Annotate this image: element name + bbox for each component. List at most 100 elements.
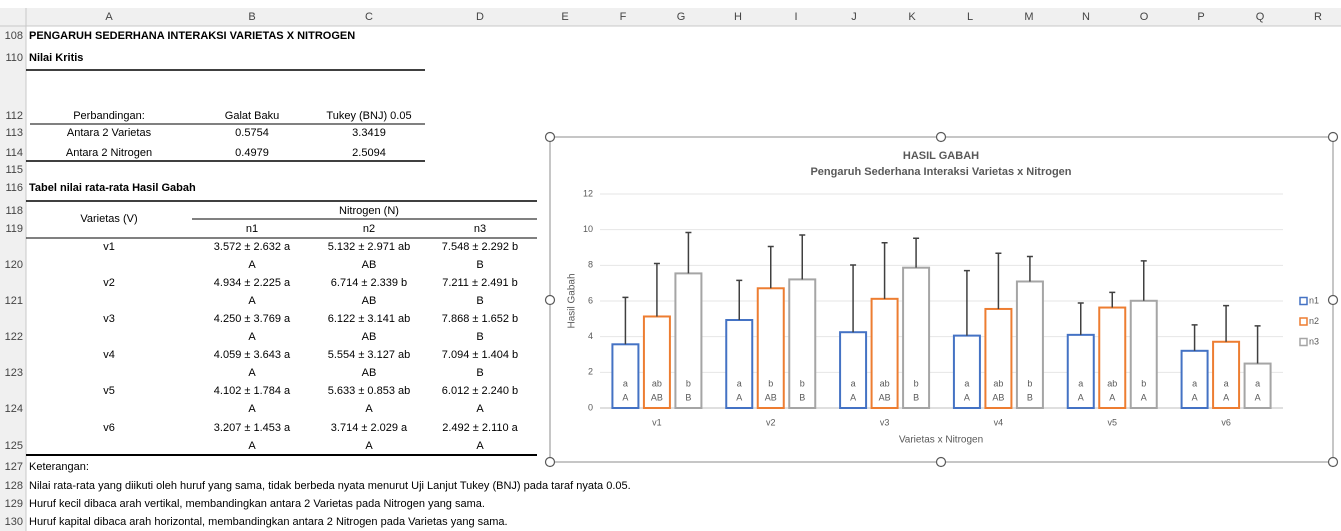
error-bar (1191, 324, 1198, 351)
error-bar (1026, 255, 1033, 282)
row-number: 127 (5, 461, 23, 473)
table-cell: A (365, 403, 373, 415)
row-number: 115 (5, 164, 23, 176)
table-cell: AB (362, 331, 377, 343)
table-cell: A (248, 331, 256, 343)
column-header: E (561, 11, 568, 23)
column-header: K (908, 11, 916, 23)
bar-label: A (1141, 392, 1147, 402)
row-number: 112 (5, 110, 23, 122)
column-header: C (365, 11, 373, 23)
chart-title: HASIL GABAH (903, 150, 979, 162)
table-cell: 0.4979 (235, 147, 269, 159)
bar (725, 319, 754, 410)
bar-label: b (914, 378, 919, 388)
table-cell: 7.211 ± 2.491 b (442, 277, 518, 289)
bar-label: b (1141, 378, 1146, 388)
bar-label: B (913, 392, 919, 402)
column-header: O (1140, 11, 1149, 23)
table-cell: 3.714 ± 2.029 a (331, 422, 408, 434)
bar (674, 272, 703, 410)
error-bar (653, 262, 660, 317)
x-tick-label: v1 (652, 417, 662, 427)
bar-label: b (686, 378, 691, 388)
bar (788, 278, 817, 409)
table-cell: 7.094 ± 1.404 b (442, 349, 518, 361)
bar-label: A (850, 392, 856, 402)
table-cell: 5.633 ± 0.853 ab (328, 385, 411, 397)
bar-label: a (1224, 378, 1229, 388)
y-axis-title: Hasil Gabah (567, 273, 578, 328)
resize-handle (544, 294, 556, 306)
table-cell: 4.250 ± 3.769 a (214, 313, 291, 325)
table-cell: 4.102 ± 1.784 a (214, 385, 291, 397)
bar-label: a (1078, 378, 1083, 388)
bar-label: ab (652, 378, 662, 388)
table-cell: 4.059 ± 3.643 a (214, 349, 291, 361)
bar (1180, 349, 1209, 410)
legend-swatch (1299, 317, 1308, 326)
resize-handle (935, 456, 947, 468)
row-number: 128 (5, 480, 23, 492)
bar-label: AB (651, 392, 663, 402)
legend-swatch (1299, 337, 1308, 347)
row-header-bar (0, 26, 26, 531)
column-header: A (105, 11, 113, 23)
table-header: n3 (474, 223, 486, 235)
bar-label: b (768, 378, 773, 388)
error-bar (1077, 302, 1084, 335)
row-number: 123 (5, 367, 23, 379)
section-heading: Nilai Kritis (29, 52, 83, 64)
row-label: v6 (103, 422, 115, 434)
bar-label: A (1109, 392, 1115, 402)
bar-label: B (685, 392, 691, 402)
error-bar (767, 245, 774, 289)
table-cell: A (365, 440, 373, 452)
column-header: N (1082, 11, 1090, 23)
table-cell: A (476, 440, 484, 452)
table-cell: 7.548 ± 2.292 b (442, 241, 518, 253)
error-bar (1254, 325, 1261, 364)
y-tick-label: 10 (583, 224, 593, 234)
note: Huruf kapital dibaca arah horizontal, me… (29, 516, 508, 528)
row-number: 130 (5, 516, 23, 528)
table-cell: 2.5094 (352, 147, 386, 159)
table-cell: A (248, 259, 256, 271)
table-cell: 3.207 ± 1.453 a (214, 422, 291, 434)
bar-label: A (1078, 392, 1084, 402)
table-cell: 7.868 ± 1.652 b (442, 313, 518, 325)
bar-label: A (1192, 392, 1198, 402)
bar-label: AB (765, 392, 777, 402)
table-cell: B (476, 295, 483, 307)
row-number: 116 (5, 182, 23, 194)
table-header: Nitrogen (N) (339, 205, 399, 217)
bar-label: A (1255, 392, 1261, 402)
bar-label: ab (1107, 378, 1117, 388)
table-header: Varietas (V) (80, 213, 137, 225)
table-cell: AB (362, 295, 377, 307)
resize-handle (544, 456, 556, 468)
x-tick-label: v6 (1221, 417, 1231, 427)
table-header: n1 (246, 223, 258, 235)
x-tick-label: v2 (766, 417, 776, 427)
table-cell: 5.554 ± 3.127 ab (328, 349, 411, 361)
row-number: 113 (5, 127, 23, 139)
chart[interactable]: HASIL GABAH Pengaruh Sederhana Interaksi … (544, 131, 1339, 468)
column-header: B (248, 11, 255, 23)
table-cell: 3.3419 (352, 127, 386, 139)
bar-label: A (622, 392, 628, 402)
column-header: R (1314, 11, 1322, 23)
legend-label: n1 (1309, 295, 1319, 305)
bar-label: B (799, 392, 805, 402)
bar-label: B (1027, 392, 1033, 402)
x-tick-label: v4 (994, 417, 1004, 427)
chart-frame[interactable] (549, 136, 1334, 463)
bar (756, 287, 785, 409)
bar-label: AB (879, 392, 891, 402)
section-heading: Tabel nilai rata-rata Hasil Gabah (29, 182, 196, 194)
bar-label: a (851, 378, 856, 388)
table-cell: 3.572 ± 2.632 a (214, 241, 291, 253)
bar (902, 266, 931, 410)
column-header: G (677, 11, 686, 23)
y-tick-label: 0 (588, 402, 593, 412)
